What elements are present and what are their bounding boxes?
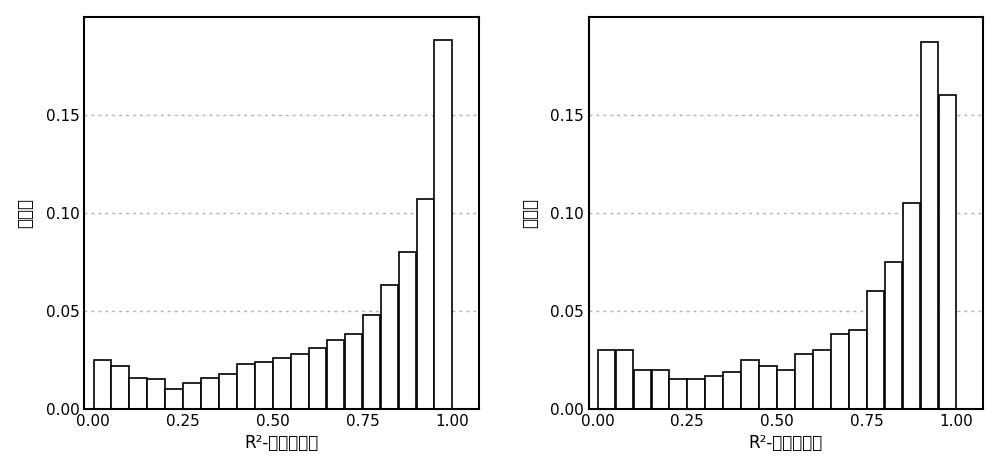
Bar xyxy=(741,360,759,409)
Bar xyxy=(903,203,920,409)
Bar xyxy=(363,315,380,409)
Bar xyxy=(616,350,633,409)
Bar xyxy=(759,366,777,409)
Bar xyxy=(849,331,867,409)
Bar xyxy=(434,40,452,409)
Bar xyxy=(921,42,938,409)
Bar xyxy=(237,364,255,409)
Y-axis label: 百分比: 百分比 xyxy=(521,198,539,228)
Bar xyxy=(381,285,398,409)
Bar xyxy=(795,354,813,409)
Bar xyxy=(201,378,219,409)
Bar xyxy=(183,384,201,409)
Bar xyxy=(831,334,849,409)
Bar xyxy=(723,371,741,409)
Bar xyxy=(255,362,273,409)
Bar xyxy=(652,370,669,409)
Bar xyxy=(885,262,902,409)
Bar xyxy=(705,376,723,409)
X-axis label: R²-负离子模式: R²-负离子模式 xyxy=(245,434,319,452)
Bar xyxy=(129,378,147,409)
Bar xyxy=(147,379,165,409)
Bar xyxy=(687,379,705,409)
Y-axis label: 百分比: 百分比 xyxy=(17,198,35,228)
Bar xyxy=(309,348,326,409)
Bar xyxy=(291,354,309,409)
Bar xyxy=(94,360,111,409)
Bar xyxy=(669,379,687,409)
Bar xyxy=(327,340,344,409)
Bar xyxy=(417,199,434,409)
Bar xyxy=(165,389,183,409)
Bar xyxy=(219,374,237,409)
Bar xyxy=(273,358,291,409)
Bar xyxy=(777,370,795,409)
Bar xyxy=(813,350,831,409)
Bar xyxy=(634,370,651,409)
Bar xyxy=(867,291,884,409)
Bar xyxy=(939,95,956,409)
Bar xyxy=(399,252,416,409)
Bar xyxy=(345,334,362,409)
Bar xyxy=(598,350,615,409)
Bar xyxy=(111,366,129,409)
X-axis label: R²-正离子模式: R²-正离子模式 xyxy=(749,434,823,452)
